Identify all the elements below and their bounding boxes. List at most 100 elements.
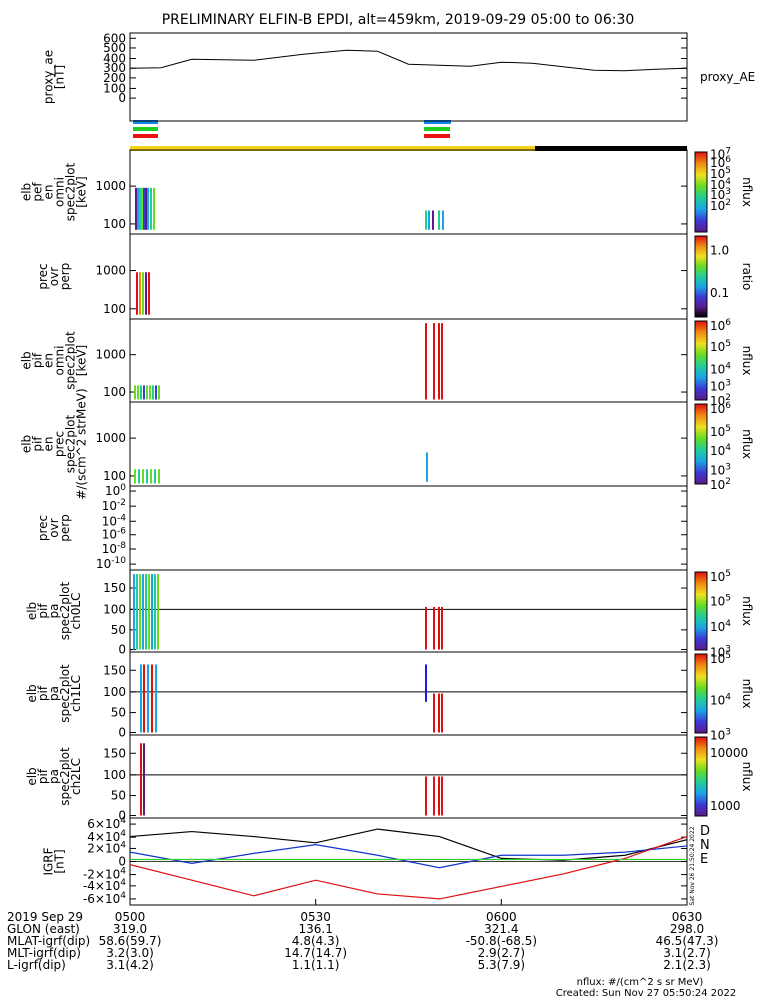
ytick-label: 50: [111, 789, 126, 803]
spectrogram-streak: [152, 385, 154, 400]
spectrogram-streak: [149, 385, 151, 400]
spectrogram-streak: [140, 743, 142, 816]
colorbar-unit-text: nflux: [740, 177, 754, 207]
legend-N: N: [700, 838, 710, 853]
ylabel-line: elb: [20, 435, 34, 453]
panel-frame: [129, 32, 688, 122]
ylabel-line: [nT]: [53, 849, 67, 873]
spectrogram-streak: [433, 776, 435, 816]
ephem-row-label: MLT-igrf(dip): [7, 946, 81, 960]
spectrogram-streak: [442, 210, 444, 230]
ylabel-line: pa: [47, 686, 61, 701]
ylabel-line: ovr: [47, 267, 61, 286]
ytick-label: 50: [111, 706, 126, 720]
spectrogram-streak: [438, 776, 440, 816]
colorbar-tick: 103: [710, 379, 731, 394]
ytick-label: 100: [103, 685, 126, 699]
spectrogram-streak: [425, 776, 427, 816]
colorbar-unit: nflux: [740, 679, 754, 709]
spectrogram-streak: [425, 210, 427, 230]
ephemeris-table: 2019 Sep 29 0500 0530 0600 0630 GLON (east) 31…: [7, 826, 718, 972]
ylabel-line: elb: [20, 351, 34, 369]
colorbar-tick: 106: [710, 401, 731, 416]
spectrogram-streak: [133, 574, 135, 650]
colorbar-tick: 104: [710, 693, 731, 708]
colorbar-tick: 103: [710, 728, 731, 743]
spectrogram-streak: [142, 469, 144, 484]
colorbar-tick: 0.1: [710, 286, 729, 300]
ylabel-line: prec: [53, 431, 67, 457]
ytick-label: 600: [103, 31, 126, 45]
spectrogram-marks-8: [425, 776, 443, 816]
ephem-value: 0530: [300, 910, 331, 924]
spectrogram-marks-7: [425, 664, 427, 702]
ylabel-line: [keV]: [75, 345, 89, 376]
ephem-row-label: MLAT-igrf(dip): [7, 934, 90, 948]
ephem-row-label: GLON (east): [7, 922, 80, 936]
spectrogram-marks-1: [135, 187, 155, 230]
spectrogram-marks-8: [140, 743, 145, 816]
ylabel-line: elb: [25, 684, 39, 702]
spectrogram-streak: [441, 776, 443, 816]
spectrogram-streak: [146, 469, 148, 484]
ylabel-line: en: [42, 185, 56, 200]
panel-frame: [129, 233, 688, 320]
ylabel-line: pif: [31, 352, 45, 368]
ylabel-line: ch1LC: [69, 675, 83, 712]
colorbar-tick: 102: [710, 198, 731, 213]
spectrogram-streak: [134, 385, 136, 400]
colorbar-unit: ratio: [740, 263, 754, 291]
colorbar-tick: 105: [710, 569, 731, 584]
ephem-value: 321.4: [484, 922, 518, 936]
ylabel-line: elb: [25, 767, 39, 785]
ephem-value: 3.1(2.7): [663, 946, 711, 960]
ylabel-line: ovr: [47, 518, 61, 537]
colorbar: [694, 151, 708, 233]
plot-timestamp-stamp: Sat Nov 26 21:50:24 2022: [689, 826, 696, 905]
ylabel-line: en: [42, 353, 56, 368]
ephem-value: 3.2(3.0): [106, 946, 154, 960]
panel-pef_omni: 1000100elbpefenomnispec2plot[keV]1071061…: [20, 147, 754, 235]
spectrogram-streak: [143, 664, 145, 733]
ylabel-line: spec2plot: [64, 331, 78, 390]
colorbar-tick: 104: [710, 361, 731, 376]
spectrogram-streak: [138, 469, 140, 484]
ytick-label: 6×104: [87, 816, 126, 831]
ytick-label: -2×104: [83, 867, 126, 882]
colorbar-tick: 10000: [710, 746, 748, 760]
colorbar-unit: nflux: [740, 596, 754, 626]
spectrogram-streak: [136, 574, 138, 650]
spectrogram-marks-3: [134, 385, 160, 400]
spectrogram-streak: [425, 664, 427, 702]
spectrogram-streak: [425, 606, 427, 650]
spectrogram-marks-2: [136, 272, 150, 315]
ephem-row-label: 2019 Sep 29: [7, 910, 83, 924]
ytick-label: 10-2: [102, 498, 126, 513]
ytick-label: 0: [118, 643, 126, 657]
ytick-label: 100: [103, 217, 126, 231]
ylabel-line: pif: [36, 685, 50, 701]
indicator-1-pass1: [133, 127, 158, 131]
ylabel-line: en: [42, 437, 56, 452]
colorbar-unit: nflux: [740, 177, 754, 207]
colorbar-unit: nflux: [740, 346, 754, 376]
orbit-bar-sunlit: [130, 146, 535, 151]
spectrogram-marks-7: [433, 693, 443, 733]
ytick-label: 50: [111, 623, 126, 637]
spectrogram-marks-4: [426, 452, 428, 482]
spectrogram-streak: [148, 272, 150, 315]
ytick-label: 0: [118, 91, 126, 105]
colorbar-unit: nflux: [740, 429, 754, 459]
spectrogram-streak: [438, 693, 440, 733]
ylabel-line: perp: [58, 514, 72, 542]
colorbar-unit: nflux: [740, 762, 754, 792]
right-label: proxy_AE: [700, 70, 755, 84]
